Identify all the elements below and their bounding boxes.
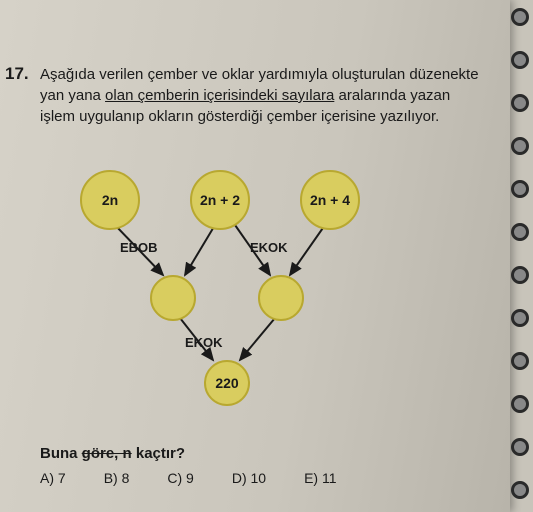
answer-row: A) 7 B) 8 C) 9 D) 10 E) 11 [40, 470, 480, 486]
answer-b[interactable]: B) 8 [104, 470, 130, 486]
buna-strike: göre, n [82, 445, 132, 462]
answer-d[interactable]: D) 10 [232, 470, 266, 486]
circle-top-1: 2n [80, 170, 140, 230]
diagram: 2n 2n + 2 2n + 4 EBOB EKOK EKOK 220 [60, 170, 400, 430]
spiral-ring [511, 481, 529, 499]
answer-e[interactable]: E) 11 [304, 470, 336, 486]
spiral-ring [511, 94, 529, 112]
circle-top-2: 2n + 2 [190, 170, 250, 230]
spiral-ring [511, 266, 529, 284]
buna-prefix: Buna [40, 445, 82, 462]
spiral-ring [511, 309, 529, 327]
question-text: Aşağıda verilen çember ve oklar yardımıy… [40, 64, 480, 127]
spiral-ring [511, 8, 529, 26]
label-ekok-1: EKOK [250, 240, 288, 255]
spiral-ring [511, 223, 529, 241]
label-ebob: EBOB [120, 240, 158, 255]
qtext-underlined: olan çemberin içerisindeki sayılara [105, 87, 334, 104]
answer-c[interactable]: C) 9 [167, 470, 193, 486]
label-ekok-2: EKOK [185, 335, 223, 350]
spiral-ring [511, 51, 529, 69]
question-number: 17. [5, 64, 29, 84]
circle-mid-2 [258, 275, 304, 321]
buna-gore: Buna göre, n kaçtır? [40, 445, 185, 462]
answer-a[interactable]: A) 7 [40, 470, 66, 486]
spiral-ring [511, 352, 529, 370]
spiral-binding [505, 0, 533, 512]
spiral-ring [511, 438, 529, 456]
circle-top-3: 2n + 4 [300, 170, 360, 230]
circle-mid-1 [150, 275, 196, 321]
circle-result: 220 [204, 360, 250, 406]
spiral-ring [511, 137, 529, 155]
spiral-ring [511, 395, 529, 413]
buna-suffix: kaçtır? [132, 445, 185, 462]
spiral-ring [511, 180, 529, 198]
